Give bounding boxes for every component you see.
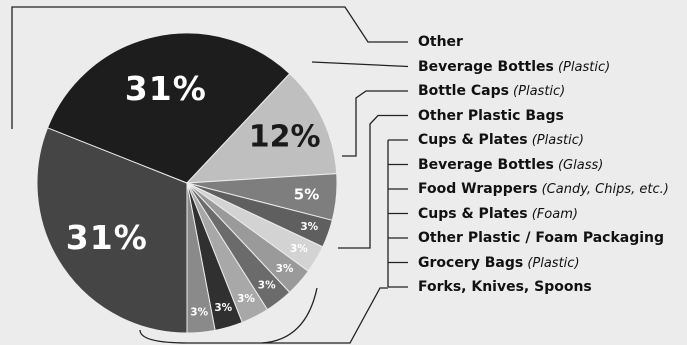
legend-label: Beverage Bottles — [418, 157, 554, 173]
legend-label: Beverage Bottles — [418, 59, 554, 75]
legend-item: Beverage Bottles (Plastic) — [418, 58, 610, 77]
legend-item: Beverage Bottles (Glass) — [418, 156, 603, 175]
legend-qualifier: (Plastic) — [554, 60, 610, 75]
legend-label: Other — [418, 34, 463, 50]
legend-item: Cups & Plates (Foam) — [418, 205, 578, 224]
legend-qualifier: (Glass) — [554, 158, 603, 173]
slice-value-label: 5% — [294, 185, 319, 203]
legend-item: Forks, Knives, Spoons — [418, 278, 592, 296]
slice-value-label: 3% — [290, 243, 308, 255]
legend-qualifier: (Plastic) — [523, 256, 579, 271]
slice-value-label: 31% — [66, 218, 148, 257]
legend-qualifier: (Plastic) — [528, 133, 584, 148]
legend-item: Food Wrappers (Candy, Chips, etc.) — [418, 180, 669, 199]
legend-item: Other Plastic Bags — [418, 107, 564, 125]
legend-label: Cups & Plates — [418, 132, 528, 148]
legend-label: Forks, Knives, Spoons — [418, 279, 592, 295]
legend-label: Other Plastic Bags — [418, 108, 564, 124]
legend-label: Cups & Plates — [418, 206, 528, 222]
legend-qualifier: (Foam) — [528, 207, 578, 222]
slice-value-label: 3% — [214, 302, 232, 314]
slice-value-label: 3% — [190, 306, 208, 318]
slice-value-label: 31% — [125, 69, 207, 108]
legend-item: Grocery Bags (Plastic) — [418, 254, 580, 273]
legend-label: Grocery Bags — [418, 255, 523, 271]
slice-value-label: 12% — [249, 120, 321, 155]
legend-item: Other — [418, 33, 463, 51]
leader-line-other-plastic-bags — [338, 116, 408, 249]
slice-value-label: 3% — [300, 221, 318, 233]
legend-label: Bottle Caps — [418, 83, 509, 99]
leader-line-bottle-caps — [342, 91, 408, 156]
legend-qualifier: (Plastic) — [509, 84, 565, 99]
legend-qualifier: (Candy, Chips, etc.) — [537, 182, 668, 197]
slice-value-label: 3% — [258, 280, 276, 292]
legend-item: Other Plastic / Foam Packaging — [418, 229, 664, 247]
legend-label: Food Wrappers — [418, 181, 537, 197]
leader-line-other — [312, 62, 408, 67]
slice-value-label: 3% — [276, 263, 294, 275]
slice-value-label: 3% — [237, 293, 255, 305]
legend-item: Cups & Plates (Plastic) — [418, 131, 584, 150]
legend-label: Other Plastic / Foam Packaging — [418, 230, 664, 246]
legend-item: Bottle Caps (Plastic) — [418, 82, 565, 101]
